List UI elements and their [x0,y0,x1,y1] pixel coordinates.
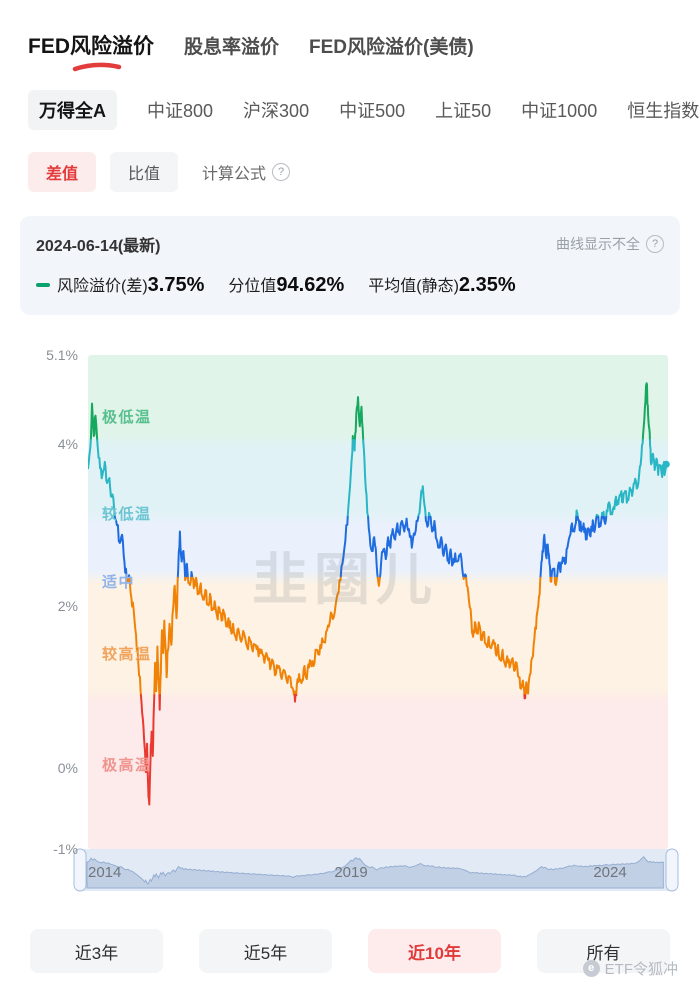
x-axis-tick: 2024 [593,864,627,881]
topnav-tab-dividend-premium[interactable]: 股息率溢价 [184,32,279,59]
mode-tab-ratio[interactable]: 比值 [110,152,179,192]
risk-premium-chart[interactable] [0,341,700,901]
topnav-tab-fed-premium-us[interactable]: FED风险溢价(美债) [309,32,474,59]
navigator-area [86,856,664,889]
chart-area[interactable]: 韭圈儿 5.1% 4% 2% 0% -1% 极低温较低温适中较高温极高温 2014 2019 2… [0,341,700,901]
premium-value: 3.75% [147,274,205,296]
zone-label: 适中 [102,574,136,592]
series-legend-marker [36,282,50,287]
navigator-handle-right[interactable] [665,848,679,892]
topnav-tab-fed-premium[interactable]: FED风险溢价 [28,30,154,72]
latest-point [662,460,670,468]
index-tabs: 万得全A 中证800 沪深300 中证500 上证50 中证1000 恒生指数 [0,90,700,130]
index-tab-2[interactable]: 沪深300 [243,101,310,121]
y-axis-tick: 0% [57,760,78,777]
mean-label: 平均值(静态) [368,278,459,295]
zone-label: 极低温 [102,409,152,427]
latest-date: 2024-06-14(最新) [36,238,161,255]
y-axis-tick: 5.1% [46,347,78,363]
index-tab-0[interactable]: 万得全A [28,90,117,130]
mean-value: 2.35% [458,274,516,296]
navigator-handle-left[interactable] [73,848,87,892]
center-watermark: 韭圈儿 [252,548,438,611]
y-axis-tick: 2% [57,598,78,615]
active-tab-underline-icon [72,62,122,72]
zone-label: 较高温 [102,645,152,663]
formula-link[interactable]: 计算公式 ? [202,160,291,184]
index-tab-1[interactable]: 中证800 [147,101,214,121]
percentile-label: 分位值 [228,278,277,295]
footer-watermark-text: ETF令狐冲 [604,961,678,978]
help-icon[interactable]: ? [272,163,291,181]
series-segment-较高温 [125,576,558,697]
top-nav: FED风险溢价 股息率溢价 FED风险溢价(美债) [0,0,700,72]
mode-tab-diff[interactable]: 差值 [28,152,97,192]
index-tab-3[interactable]: 中证500 [339,101,406,121]
x-axis-tick: 2014 [88,864,122,881]
formula-label: 计算公式 [202,166,267,183]
y-axis-tick: -1% [53,841,78,857]
topnav-tab-label: FED风险溢价 [28,35,154,58]
range-button-3y[interactable]: 近3年 [30,929,163,973]
x-axis-tick: 2019 [334,864,368,881]
range-button-5y[interactable]: 近5年 [199,929,332,973]
mode-tabs: 差值 比值 计算公式 ? [0,152,700,192]
range-button-all[interactable]: 所有 [537,929,670,973]
range-buttons: 近3年 近5年 近10年 所有 [30,929,670,973]
index-tab-5[interactable]: 中证1000 [521,101,598,121]
index-tab-4[interactable]: 上证50 [435,101,492,121]
topnav-tab-label: FED风险溢价(美债) [309,37,474,58]
footer-watermark: e ETF令狐冲 [582,958,678,979]
index-tab-6[interactable]: 恒生指数 [627,101,700,121]
zone-background [88,355,668,849]
series-segment-适中 [113,516,608,579]
curve-note-label: 曲线显示不全 [556,236,640,252]
help-icon[interactable]: ? [646,235,664,253]
watermark-logo-icon: e [582,960,600,977]
y-axis-tick: 4% [57,436,78,453]
topnav-tab-label: 股息率溢价 [184,37,280,58]
series-segment-极高温 [139,694,527,806]
premium-line[interactable] [88,382,668,806]
curve-incomplete-note[interactable]: 曲线显示不全 ? [556,234,664,254]
zone-label: 较低温 [102,506,152,524]
info-card: 2024-06-14(最新) 曲线显示不全 ? 风险溢价(差) 3.75% 分位… [20,216,680,315]
range-button-10y[interactable]: 近10年 [368,929,501,973]
percentile-value: 94.62% [276,274,345,296]
premium-label: 风险溢价(差) [57,278,148,295]
zone-label: 极高温 [102,757,152,775]
